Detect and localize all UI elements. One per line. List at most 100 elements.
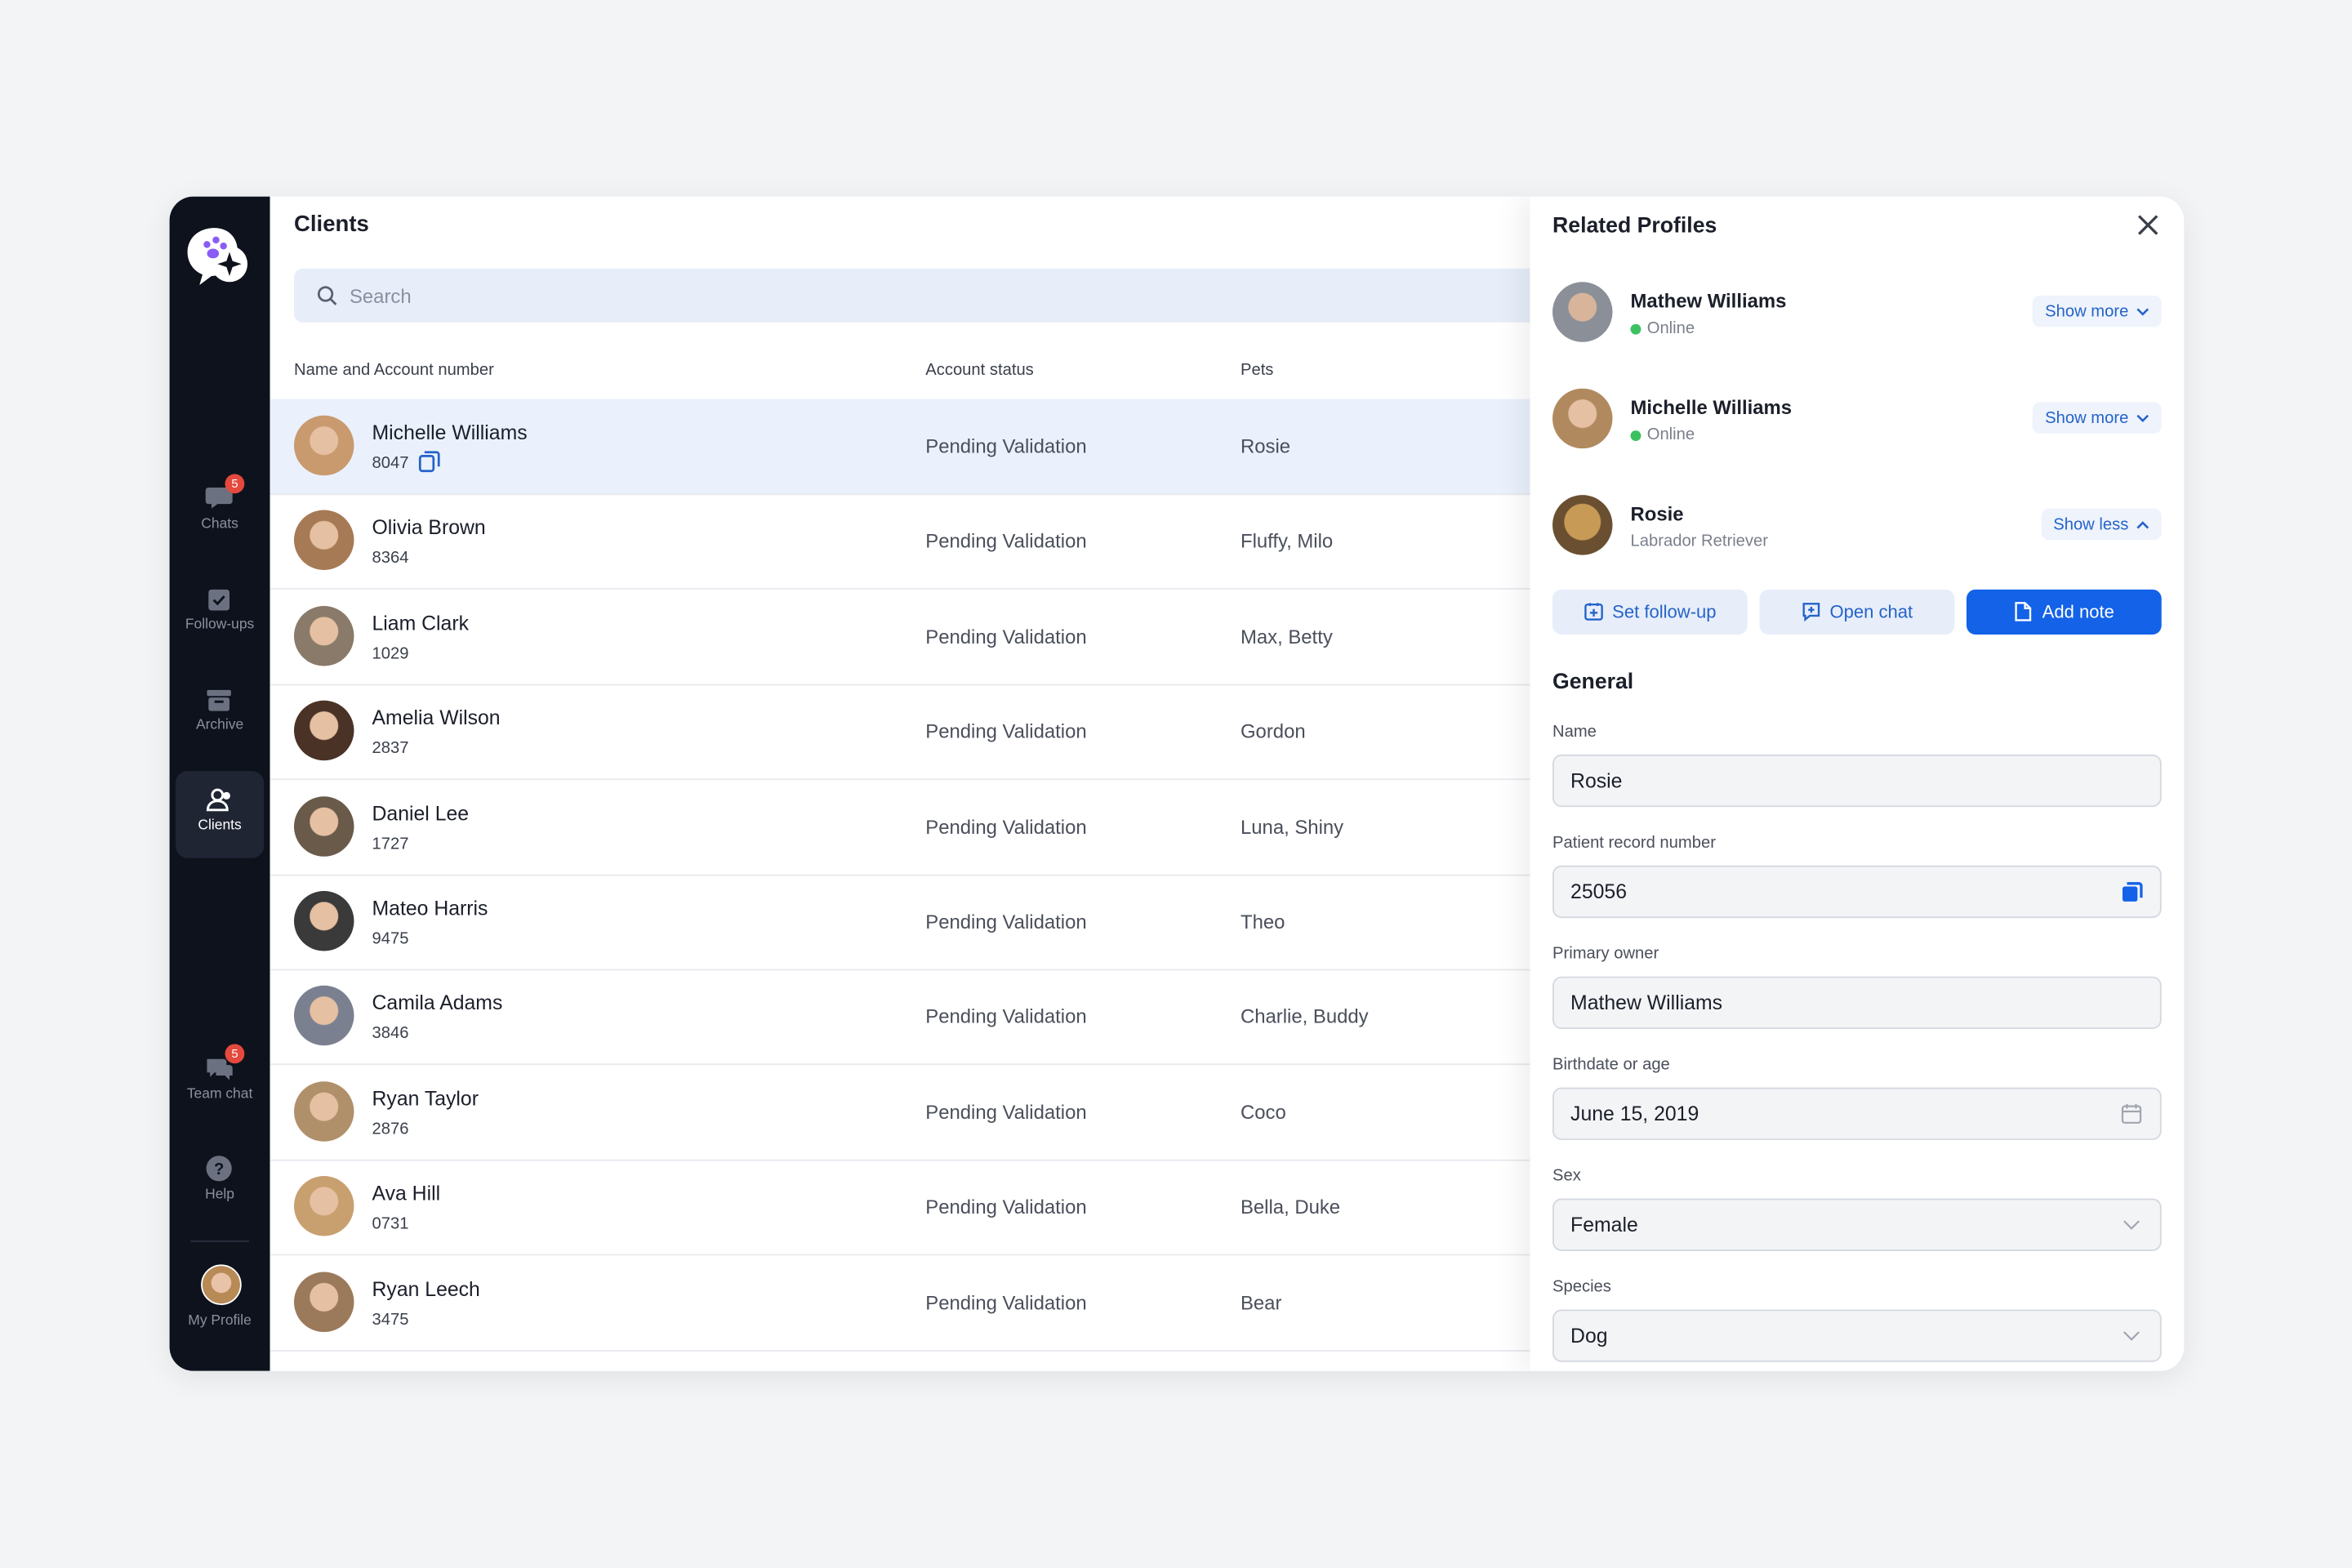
copy-icon [418, 450, 441, 480]
client-name: Daniel Lee [372, 801, 470, 825]
account-number: 1029 [372, 644, 409, 663]
field-input[interactable]: June 15, 2019 [1552, 1087, 2162, 1140]
client-name: Ryan Leech [372, 1277, 480, 1300]
field-value: Rosie [1570, 769, 1623, 792]
profile-avatar [1552, 282, 1613, 342]
client-row[interactable]: Daniel Lee 1727 Pending Validation Luna, Sh… [270, 779, 1530, 875]
account-number: 2837 [372, 739, 409, 758]
nav-icon [206, 585, 234, 621]
nav-icon [206, 685, 234, 721]
logo [187, 228, 248, 285]
pets: Bear [1240, 1290, 1282, 1314]
action-button[interactable]: Add note [1966, 589, 2162, 635]
nav-label[interactable]: Chats [201, 515, 238, 533]
field-icon [2121, 1103, 2142, 1124]
field-input[interactable]: Mathew Williams [1552, 976, 2162, 1030]
action-icon [2016, 602, 2033, 621]
nav-label[interactable]: Follow-ups [185, 616, 255, 634]
profile-name: Rosie [1630, 502, 1684, 525]
profile-avatar[interactable] [201, 1264, 242, 1305]
active-nav-background [175, 771, 265, 858]
account-status: Pending Validation [925, 719, 1087, 743]
field-label: Patient record number [1552, 834, 1716, 853]
account-number: 9475 [372, 929, 409, 948]
toggle-label: Show less [2053, 514, 2129, 533]
clients-list: Clients Search Name and Account number Acco… [270, 196, 1530, 1371]
nav-icon-graphic [208, 589, 230, 611]
client-row[interactable]: Amelia Wilson 2837 Pending Validation Gordo… [270, 684, 1530, 781]
search-placeholder: Search [349, 284, 412, 308]
profile-status: Online [1646, 425, 1695, 444]
pets: Coco [1240, 1100, 1286, 1124]
account-number: 8047 [372, 454, 409, 473]
client-row[interactable]: Ava Hill 0731 Pending Validation Bella, Duk… [270, 1160, 1530, 1256]
profile-toggle[interactable]: Show more [2033, 295, 2162, 327]
action-icon [1584, 603, 1603, 621]
column-header: Account status [925, 361, 1034, 380]
field-value: Mathew Williams [1570, 991, 1723, 1014]
field-label: Species [1552, 1277, 1611, 1296]
logo-shape [212, 236, 220, 244]
profile-status: Online [1646, 319, 1695, 338]
search-bar[interactable]: Search [294, 268, 1530, 323]
nav-icon [206, 1053, 234, 1089]
action-button[interactable]: Set follow-up [1552, 589, 1748, 635]
online-dot [1630, 430, 1642, 442]
field-value: Dog [1570, 1324, 1608, 1348]
profile-name: Michelle Williams [1630, 395, 1793, 419]
nav-label[interactable]: My Profile [188, 1312, 252, 1330]
client-name: Olivia Brown [372, 516, 486, 540]
action-label: Open chat [1829, 601, 1913, 623]
field-input[interactable]: 25056 [1552, 865, 2162, 919]
account-status: Pending Validation [925, 625, 1087, 648]
field-input[interactable]: Female [1552, 1198, 2162, 1251]
field-input[interactable]: Dog [1552, 1309, 2162, 1362]
account-status: Pending Validation [925, 1290, 1087, 1314]
pets: Bella, Duke [1240, 1196, 1341, 1218]
nav-separator [190, 1240, 249, 1242]
action-icon [1802, 603, 1820, 622]
close-button[interactable] [2136, 213, 2160, 245]
client-avatar [294, 986, 354, 1046]
field-icon [2122, 882, 2143, 902]
search-icon-graphic [317, 286, 337, 305]
profile-toggle[interactable]: Show more [2033, 402, 2162, 434]
field-label: Birthdate or age [1552, 1056, 1670, 1075]
nav-label[interactable]: Team chat [186, 1085, 253, 1103]
account-status: Pending Validation [925, 910, 1087, 933]
action-label: Set follow-up [1612, 601, 1717, 623]
client-avatar [294, 1271, 354, 1332]
field-label: Name [1552, 723, 1597, 742]
toggle-label: Show more [2045, 302, 2129, 321]
nav-icon: ? [206, 1155, 234, 1191]
client-row[interactable]: Mateo Harris 9475 Pending Validation Theo [270, 875, 1530, 971]
account-status: Pending Validation [925, 1100, 1087, 1124]
action-button[interactable]: Open chat [1759, 589, 1955, 635]
logo-shape [217, 252, 242, 276]
client-row[interactable]: Ryan Taylor 2876 Pending Validation Coco [270, 1065, 1530, 1161]
nav-label[interactable]: Archive [195, 716, 244, 734]
logo-shape [207, 248, 220, 259]
profile-avatar [1552, 388, 1613, 449]
nav-icon-graphic [207, 689, 231, 711]
pets: Luna, Shiny [1240, 815, 1344, 838]
field-icon [2123, 1331, 2140, 1341]
profile-name: Mathew Williams [1630, 289, 1787, 313]
nav-label[interactable]: Help [205, 1186, 235, 1204]
client-row[interactable]: Michelle Williams 8047 Pending Validation R… [270, 399, 1530, 496]
copy-icon-graphic [418, 451, 440, 473]
page-title: Clients [294, 211, 369, 238]
account-number: 2876 [372, 1120, 409, 1138]
app-window: Chats 5 Follow-ups Archive Clients Team chat 5… [169, 196, 2185, 1371]
client-name: Mateo Harris [372, 897, 488, 920]
client-row[interactable]: Camila Adams 3846 Pending Validation Charli… [270, 969, 1530, 1066]
field-input[interactable]: Rosie [1552, 754, 2162, 808]
field-icon [2123, 1220, 2140, 1230]
profile-toggle[interactable]: Show less [2041, 508, 2162, 541]
client-row[interactable]: Liam Clark 1029 Pending Validation Max, Bet… [270, 589, 1530, 686]
client-row[interactable]: Ryan Leech 3475 Pending Validation Bear [270, 1255, 1530, 1352]
nav-label[interactable]: Clients [198, 817, 242, 835]
client-row[interactable]: Olivia Brown 8364 Pending Validation Fluffy… [270, 494, 1530, 590]
